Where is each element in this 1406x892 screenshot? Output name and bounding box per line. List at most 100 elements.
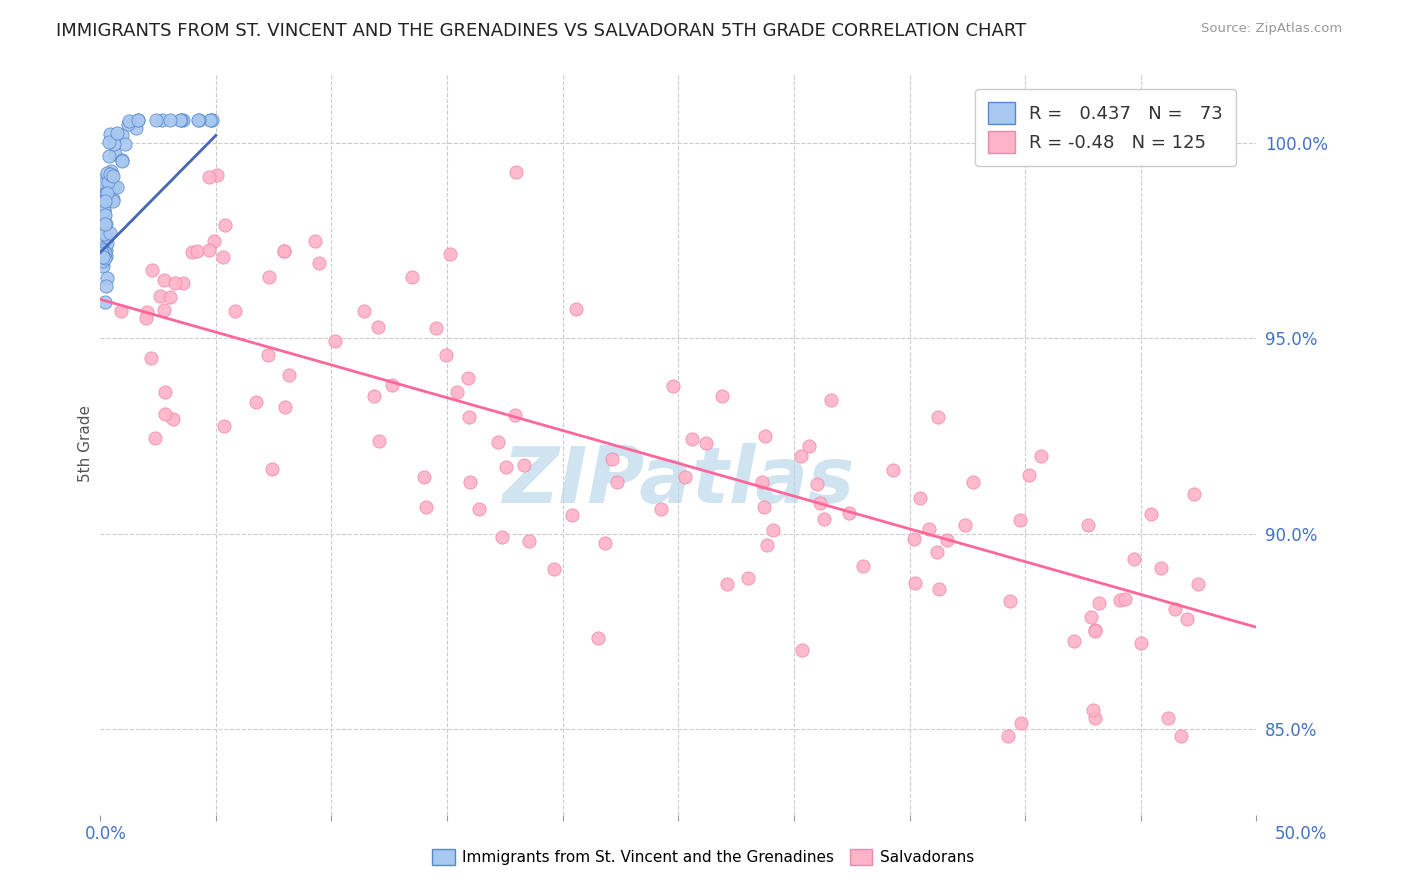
Point [436, 348, 458, 362]
Point [505, 164, 527, 178]
Point [425, 321, 447, 335]
Point [1175, 612, 1198, 626]
Point [1123, 552, 1146, 566]
Point [852, 559, 875, 574]
Point [93, 210, 115, 224]
Point [928, 582, 950, 596]
Point [153, 273, 176, 287]
Point [152, 303, 174, 318]
Point [186, 244, 208, 258]
Point [650, 501, 672, 516]
Point [273, 244, 295, 258]
Point [564, 301, 586, 316]
Point [1129, 636, 1152, 650]
Point [278, 368, 301, 383]
Point [457, 370, 479, 384]
Text: Source: ZipAtlas.com: Source: ZipAtlas.com [1202, 22, 1343, 36]
Point [1077, 517, 1099, 532]
Point [159, 112, 181, 127]
Point [91, 250, 114, 264]
Point [662, 379, 685, 393]
Point [882, 463, 904, 477]
Point [716, 577, 738, 591]
Point [353, 304, 375, 318]
Point [1182, 487, 1205, 501]
Point [908, 491, 931, 505]
Point [790, 643, 813, 657]
Point [274, 401, 297, 415]
Point [93, 246, 115, 260]
Point [304, 234, 326, 248]
Legend: Immigrants from St. Vincent and the Grenadines, Salvadorans: Immigrants from St. Vincent and the Gren… [426, 843, 980, 871]
Point [98, 226, 121, 240]
Point [198, 170, 221, 185]
Point [96, 270, 118, 285]
Point [181, 244, 204, 259]
Point [94, 217, 117, 231]
Point [752, 500, 775, 515]
Point [256, 347, 278, 361]
Point [111, 153, 134, 168]
Point [141, 262, 163, 277]
Text: ZIPatlas: ZIPatlas [502, 442, 855, 519]
Point [1187, 577, 1209, 591]
Point [105, 179, 128, 194]
Point [127, 112, 149, 127]
Point [366, 319, 388, 334]
Point [105, 127, 128, 141]
Point [187, 112, 209, 127]
Point [381, 377, 404, 392]
Point [93, 203, 115, 218]
Point [91, 259, 114, 273]
Point [918, 522, 941, 536]
Legend: R =   0.437   N =   73, R = -0.48   N = 125: R = 0.437 N = 73, R = -0.48 N = 125 [976, 89, 1236, 166]
Point [103, 136, 125, 151]
Point [806, 476, 828, 491]
Point [495, 459, 517, 474]
Text: IMMIGRANTS FROM ST. VINCENT AND THE GRENADINES VS SALVADORAN 5TH GRADE CORRELATI: IMMIGRANTS FROM ST. VINCENT AND THE GREN… [56, 22, 1026, 40]
Point [91, 196, 114, 211]
Point [1080, 609, 1102, 624]
Point [401, 270, 423, 285]
Point [104, 146, 127, 161]
Point [457, 409, 479, 424]
Point [149, 289, 172, 303]
Point [114, 137, 136, 152]
Point [111, 128, 134, 143]
Point [323, 334, 346, 349]
Point [808, 496, 831, 510]
Point [491, 530, 513, 544]
Point [94, 243, 117, 257]
Point [368, 434, 391, 448]
Point [503, 409, 526, 423]
Point [904, 576, 927, 591]
Point [673, 470, 696, 484]
Point [91, 254, 114, 268]
Point [458, 475, 481, 490]
Point [124, 121, 146, 136]
Point [153, 384, 176, 399]
Point [93, 205, 115, 219]
Point [935, 533, 957, 548]
Point [94, 251, 117, 265]
Point [762, 524, 785, 538]
Point [1156, 711, 1178, 725]
Point [600, 452, 623, 467]
Point [187, 112, 209, 127]
Point [586, 632, 609, 646]
Point [94, 208, 117, 222]
Point [101, 181, 124, 195]
Point [198, 112, 221, 127]
Point [1140, 507, 1163, 521]
Point [127, 112, 149, 127]
Point [165, 276, 187, 290]
Point [118, 114, 141, 128]
Point [799, 438, 821, 452]
Point [90, 241, 112, 255]
Point [260, 462, 283, 476]
Point [245, 395, 267, 409]
Point [97, 149, 120, 163]
Point [1008, 512, 1031, 526]
Point [1084, 624, 1107, 638]
Point [695, 435, 717, 450]
